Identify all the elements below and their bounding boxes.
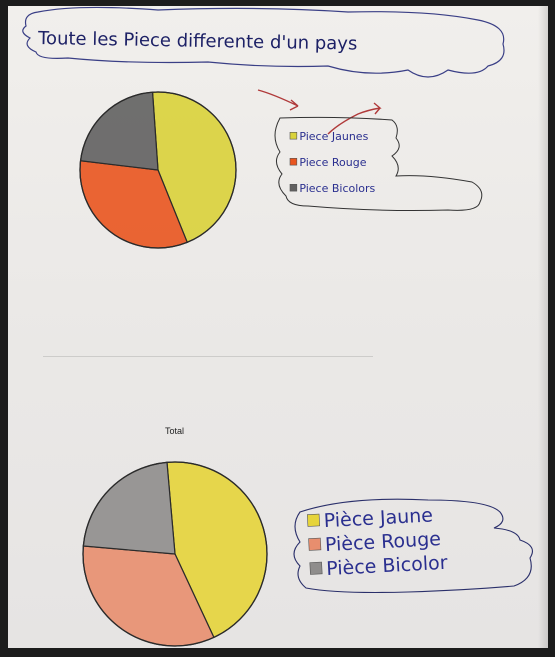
chart-2-title: Total bbox=[165, 426, 185, 436]
legend-2-swatch-3 bbox=[309, 561, 323, 575]
page-shadow bbox=[538, 6, 548, 648]
legend-1-label-3: Piece Bicolors bbox=[299, 182, 375, 195]
legend-1-swatch-2 bbox=[289, 158, 298, 166]
pie-chart-2 bbox=[82, 461, 268, 647]
arrow-right bbox=[327, 102, 382, 135]
pie-2-outline bbox=[82, 461, 268, 647]
legend-1-cloud bbox=[274, 116, 483, 211]
arrow-left bbox=[257, 89, 299, 111]
legend-2-swatch-2 bbox=[308, 537, 322, 551]
page-title: Toute les Piece differente d'un pays bbox=[37, 28, 358, 55]
title-cloud bbox=[22, 6, 505, 78]
legend-2-label-2: Pièce Rouge bbox=[324, 528, 441, 556]
legend-1-swatch-1 bbox=[289, 132, 298, 140]
pie-1-slice-3 bbox=[79, 91, 159, 171]
legend-1-swatch-3 bbox=[289, 184, 298, 192]
pie-2-slice-3 bbox=[82, 461, 176, 555]
drawing-canvas: Toute les Piece differente d'un pays Pie… bbox=[22, 6, 533, 647]
pie-1-outline bbox=[79, 91, 237, 249]
legend-1-label-1: Piece Jaunes bbox=[299, 130, 368, 143]
pie-chart-1 bbox=[79, 91, 237, 249]
legend-2-label-3: Pièce Bicolor bbox=[326, 552, 448, 580]
legend-2-swatch-1 bbox=[306, 513, 320, 527]
faint-divider bbox=[43, 356, 373, 357]
legend-2-cloud bbox=[293, 498, 533, 594]
paper-sheet: Toute les Piece differente d'un pays Pie… bbox=[8, 6, 548, 648]
legend-1-label-2: Piece Rouge bbox=[299, 156, 366, 169]
legend-2-label-1: Pièce Jaune bbox=[323, 504, 433, 532]
legend-1: Piece Jaunes Piece Rouge Piece Bicolors bbox=[289, 130, 376, 195]
